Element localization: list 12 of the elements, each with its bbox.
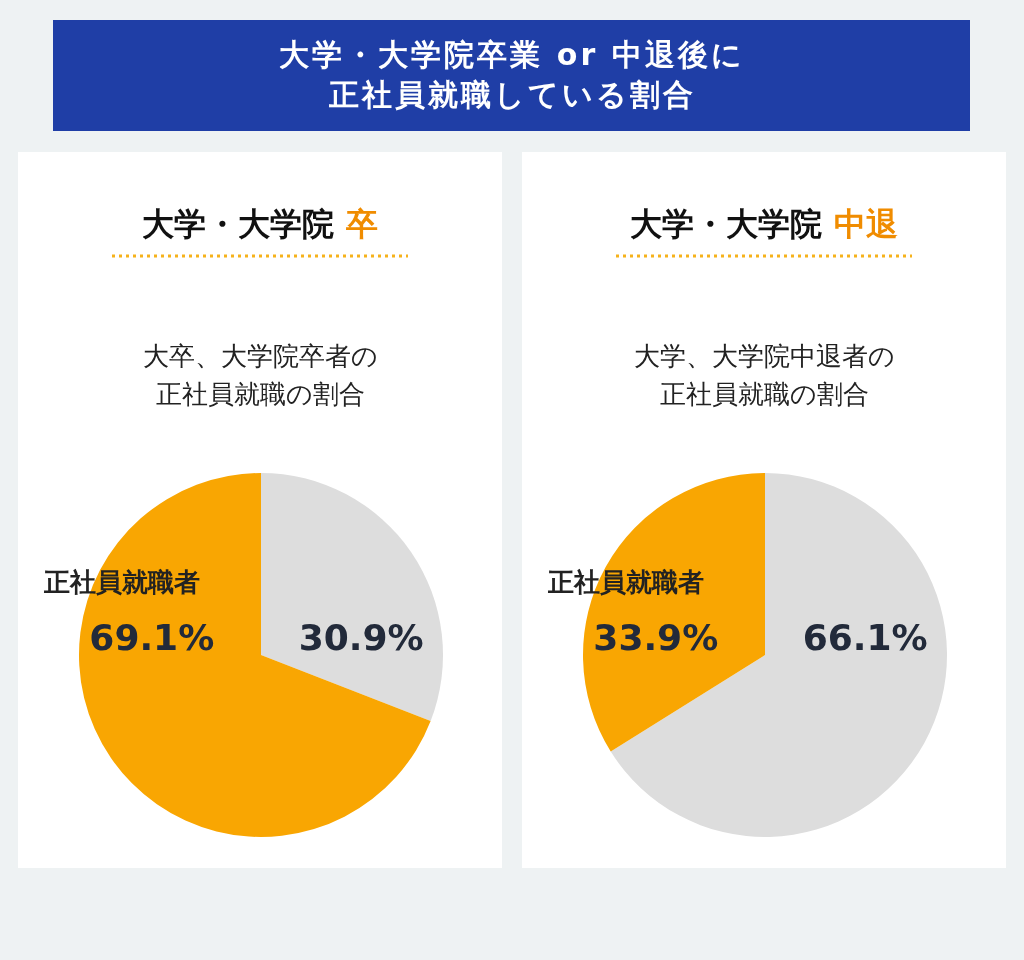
data-label: 30.9% [298,616,424,658]
chart-title: 大学・大学院 中退 [630,205,898,243]
slice-label: 正社員就職者 [42,566,200,597]
data-label: 33.9% [593,616,719,658]
chart-subtitle: 大学、大学院中退者の正社員就職の割合 [633,341,895,409]
chart-subtitle: 大卒、大学院卒者の正社員就職の割合 [142,341,378,409]
data-label: 69.1% [89,616,215,658]
data-label: 66.1% [802,616,928,658]
slice-label: 正社員就職者 [546,566,704,597]
pie-slice [261,473,443,721]
text: 大学・大学院卒業 or 中退後に正社員就職している割合 [279,37,745,112]
chart-title: 大学・大学院 卒 [142,205,378,243]
